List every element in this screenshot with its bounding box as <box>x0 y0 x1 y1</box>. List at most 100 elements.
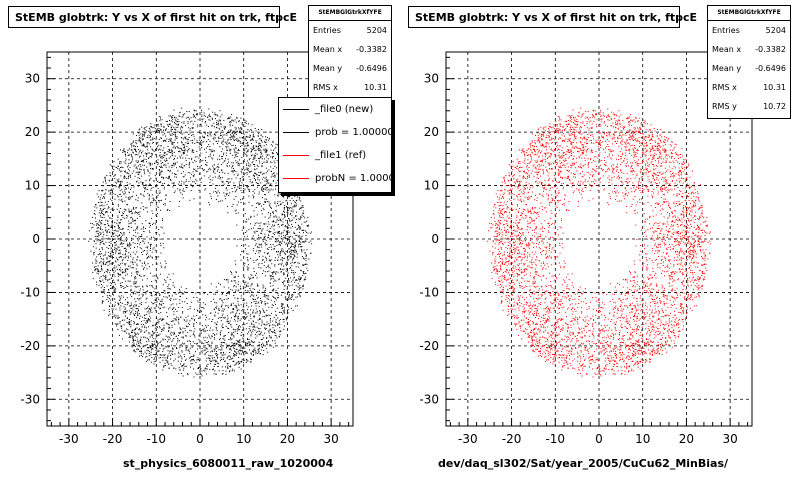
scatter-point <box>142 316 144 318</box>
scatter-point <box>133 229 135 231</box>
scatter-point <box>298 289 300 291</box>
scatter-point <box>252 309 254 311</box>
scatter-point <box>272 236 274 238</box>
scatter-point <box>119 256 121 257</box>
scatter-point <box>190 359 192 361</box>
scatter-point <box>190 190 192 191</box>
scatter-point <box>225 279 227 281</box>
scatter-point <box>222 292 223 294</box>
scatter-point <box>174 318 176 320</box>
scatter-point <box>253 231 255 233</box>
scatter-point <box>265 151 267 153</box>
scatter-point <box>226 144 228 146</box>
scatter-point <box>136 298 138 300</box>
scatter-point <box>152 334 154 336</box>
scatter-point <box>254 180 256 181</box>
scatter-point <box>265 256 266 258</box>
scatter-point <box>118 257 120 259</box>
scatter-point <box>207 126 209 127</box>
scatter-point <box>267 170 268 172</box>
scatter-point <box>144 317 146 319</box>
scatter-point <box>118 225 120 227</box>
scatter-point <box>283 196 285 198</box>
scatter-point <box>244 148 246 150</box>
scatter-point <box>191 135 193 136</box>
scatter-point <box>146 320 148 322</box>
scatter-point <box>110 295 112 297</box>
scatter-point <box>289 297 291 299</box>
scatter-point <box>244 188 246 190</box>
scatter-point <box>137 246 138 248</box>
scatter-point <box>164 266 166 268</box>
scatter-point <box>102 262 104 264</box>
scatter-point <box>266 181 268 183</box>
scatter-point <box>151 153 153 155</box>
scatter-point <box>116 179 118 181</box>
scatter-point <box>178 318 180 320</box>
scatter-point <box>277 241 279 243</box>
scatter-point <box>133 283 135 285</box>
scatter-point <box>130 336 132 338</box>
scatter-point <box>268 201 270 203</box>
scatter-point <box>117 264 119 266</box>
scatter-point <box>134 285 136 287</box>
scatter-point <box>183 121 185 123</box>
scatter-point <box>247 142 249 143</box>
scatter-point <box>108 179 110 181</box>
scatter-point <box>111 232 113 234</box>
scatter-point <box>258 352 260 354</box>
scatter-point <box>283 268 285 270</box>
scatter-point <box>160 149 162 151</box>
scatter-point <box>157 207 159 208</box>
scatter-point <box>272 232 274 234</box>
scatter-point <box>104 207 106 209</box>
scatter-point <box>207 132 209 133</box>
scatter-point <box>183 147 185 149</box>
scatter-point <box>156 341 158 343</box>
scatter-point <box>130 143 132 145</box>
scatter-point <box>136 271 138 273</box>
scatter-point <box>305 276 307 278</box>
scatter-point <box>124 330 126 332</box>
scatter-point <box>283 273 285 275</box>
scatter-point <box>152 138 154 140</box>
scatter-point <box>124 330 126 332</box>
scatter-point <box>230 339 232 341</box>
scatter-point <box>260 318 262 320</box>
scatter-point <box>141 262 143 264</box>
scatter-point <box>253 157 255 159</box>
scatter-point <box>248 165 250 167</box>
scatter-point <box>151 349 152 351</box>
scatter-point <box>137 332 139 334</box>
scatter-point <box>120 232 121 233</box>
scatter-point <box>235 171 237 173</box>
scatter-point <box>118 227 120 228</box>
scatter-point <box>97 270 99 272</box>
scatter-point <box>186 335 188 337</box>
scatter-point <box>168 352 170 354</box>
scatter-point <box>117 168 119 170</box>
scatter-point <box>258 243 260 245</box>
scatter-point <box>258 263 260 265</box>
scatter-point <box>201 120 203 122</box>
scatter-point <box>208 144 210 146</box>
scatter-point <box>280 193 282 195</box>
scatter-point <box>284 238 286 239</box>
scatter-point <box>152 223 153 225</box>
scatter-point <box>143 143 145 145</box>
scatter-point <box>222 338 224 340</box>
scatter-point <box>139 171 141 173</box>
scatter-point <box>103 214 105 216</box>
scatter-point <box>174 146 176 148</box>
scatter-point <box>263 310 264 312</box>
scatter-point <box>209 155 211 157</box>
scatter-point <box>228 161 229 163</box>
scatter-point <box>172 309 173 310</box>
scatter-point <box>292 250 294 251</box>
scatter-point <box>289 236 291 238</box>
scatter-point <box>253 215 255 217</box>
scatter-point <box>281 258 283 260</box>
scatter-point <box>174 123 176 125</box>
scatter-point <box>198 311 200 313</box>
scatter-point <box>185 179 187 181</box>
